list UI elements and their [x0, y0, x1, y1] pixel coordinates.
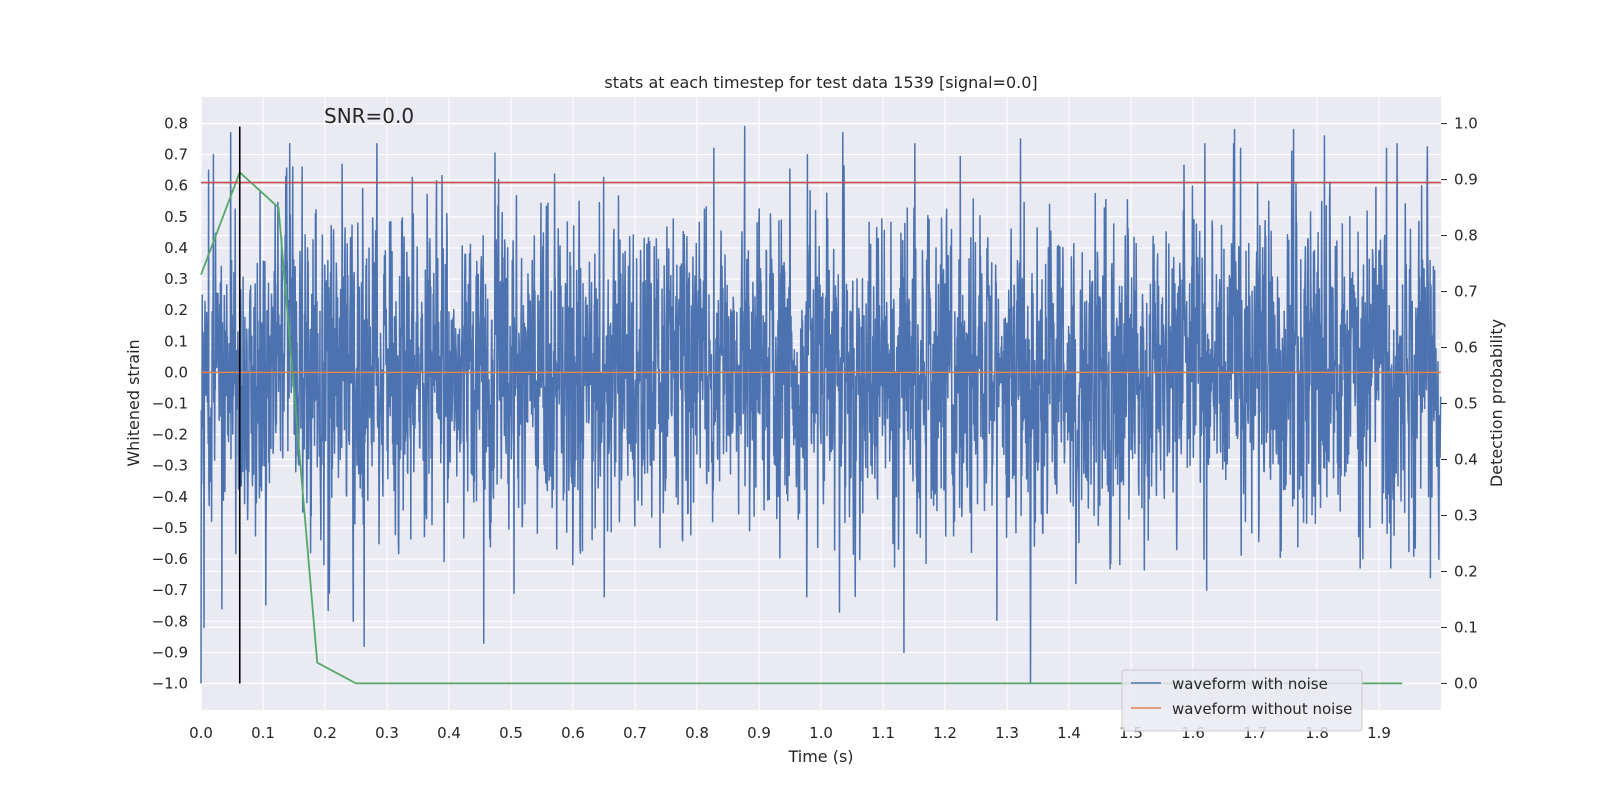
x-tick-label: 0.6	[561, 724, 585, 742]
x-axis-label: Time (s)	[787, 747, 853, 766]
y-tick-labels: 0.8 0.7 0.6 0.5 0.4 0.3 0.2 0.1 0.0 −0.1 −0.2 −0.3 −…	[152, 114, 188, 692]
x-tick-label: 1.4	[1057, 724, 1081, 742]
x-tick-label: 0.4	[437, 724, 461, 742]
waveform-with-noise-line	[200, 125, 1442, 685]
legend-label-waveform-without-noise: waveform without noise	[1172, 700, 1352, 718]
y-tick-label: −0.5	[152, 519, 188, 537]
x-tick-label: 0.8	[685, 724, 709, 742]
series-waveform-with-noise	[200, 125, 1442, 685]
y2-tick-label: 0.4	[1454, 450, 1478, 468]
y-tick-label: −0.7	[152, 581, 188, 599]
y2-tick-label: 0.9	[1454, 171, 1478, 189]
y2-tick-label: 0.8	[1454, 227, 1478, 245]
x-tick-label: 0.3	[375, 724, 399, 742]
x-tick-label: 1.2	[933, 724, 957, 742]
y2-tick-label: 1.0	[1454, 115, 1478, 133]
x-tick-label: 0.7	[623, 724, 647, 742]
y-tick-label: −0.8	[152, 612, 188, 630]
legend-box	[1121, 669, 1363, 732]
x-tick-label: 0.0	[189, 724, 213, 742]
y-tick-label: −0.2	[152, 426, 188, 444]
y-tick-label: −0.1	[152, 395, 188, 413]
snr-annotation: SNR=0.0	[324, 104, 414, 128]
y-tick-label: −1.0	[152, 675, 188, 693]
legend: waveform with noise waveform without noi…	[1121, 669, 1363, 732]
x-tick-label: 0.1	[251, 724, 275, 742]
legend-label-waveform-with-noise: waveform with noise	[1172, 675, 1328, 693]
y-tick-label: 0.3	[164, 270, 188, 288]
y-tick-label: 0.5	[164, 208, 188, 226]
y2-axis-label: Detection probability	[1487, 319, 1506, 487]
y-tick-label: 0.2	[164, 301, 188, 319]
y-tick-label: −0.4	[152, 488, 188, 506]
x-tick-label: 0.9	[747, 724, 771, 742]
y-tick-label: 0.7	[164, 146, 188, 164]
y2-tick-label: 0.0	[1454, 674, 1478, 692]
chart-title: stats at each timestep for test data 153…	[604, 73, 1037, 92]
y2-tick-labels: 1.0 0.9 0.8 0.7 0.6 0.5 0.4 0.3 0.2 0.1 0.0	[1441, 115, 1478, 692]
x-tick-label: 0.2	[313, 724, 337, 742]
x-tick-label: 1.1	[871, 724, 895, 742]
x-tick-label: 1.9	[1367, 724, 1391, 742]
y-tick-label: 0.0	[164, 363, 188, 381]
y-tick-label: −0.6	[152, 550, 188, 568]
y-axis-label: Whitened strain	[124, 339, 143, 466]
y-tick-label: −0.3	[152, 457, 188, 475]
y2-tick-label: 0.1	[1454, 618, 1478, 636]
x-tick-label: 0.5	[499, 724, 523, 742]
x-tick-label: 1.3	[995, 724, 1019, 742]
y-tick-label: 0.4	[164, 239, 188, 257]
x-tick-label: 1.0	[809, 724, 833, 742]
y2-tick-label: 0.3	[1454, 506, 1478, 524]
y2-tick-label: 0.2	[1454, 562, 1478, 580]
y2-tick-label: 0.6	[1454, 339, 1478, 357]
y-tick-label: 0.6	[164, 177, 188, 195]
y2-tick-label: 0.7	[1454, 283, 1478, 301]
y-tick-label: −0.9	[152, 643, 188, 661]
y-tick-label: 0.1	[164, 332, 188, 350]
reference-lines	[201, 126, 1441, 684]
y-tick-label: 0.8	[164, 114, 188, 132]
y2-tick-label: 0.5	[1454, 395, 1478, 413]
